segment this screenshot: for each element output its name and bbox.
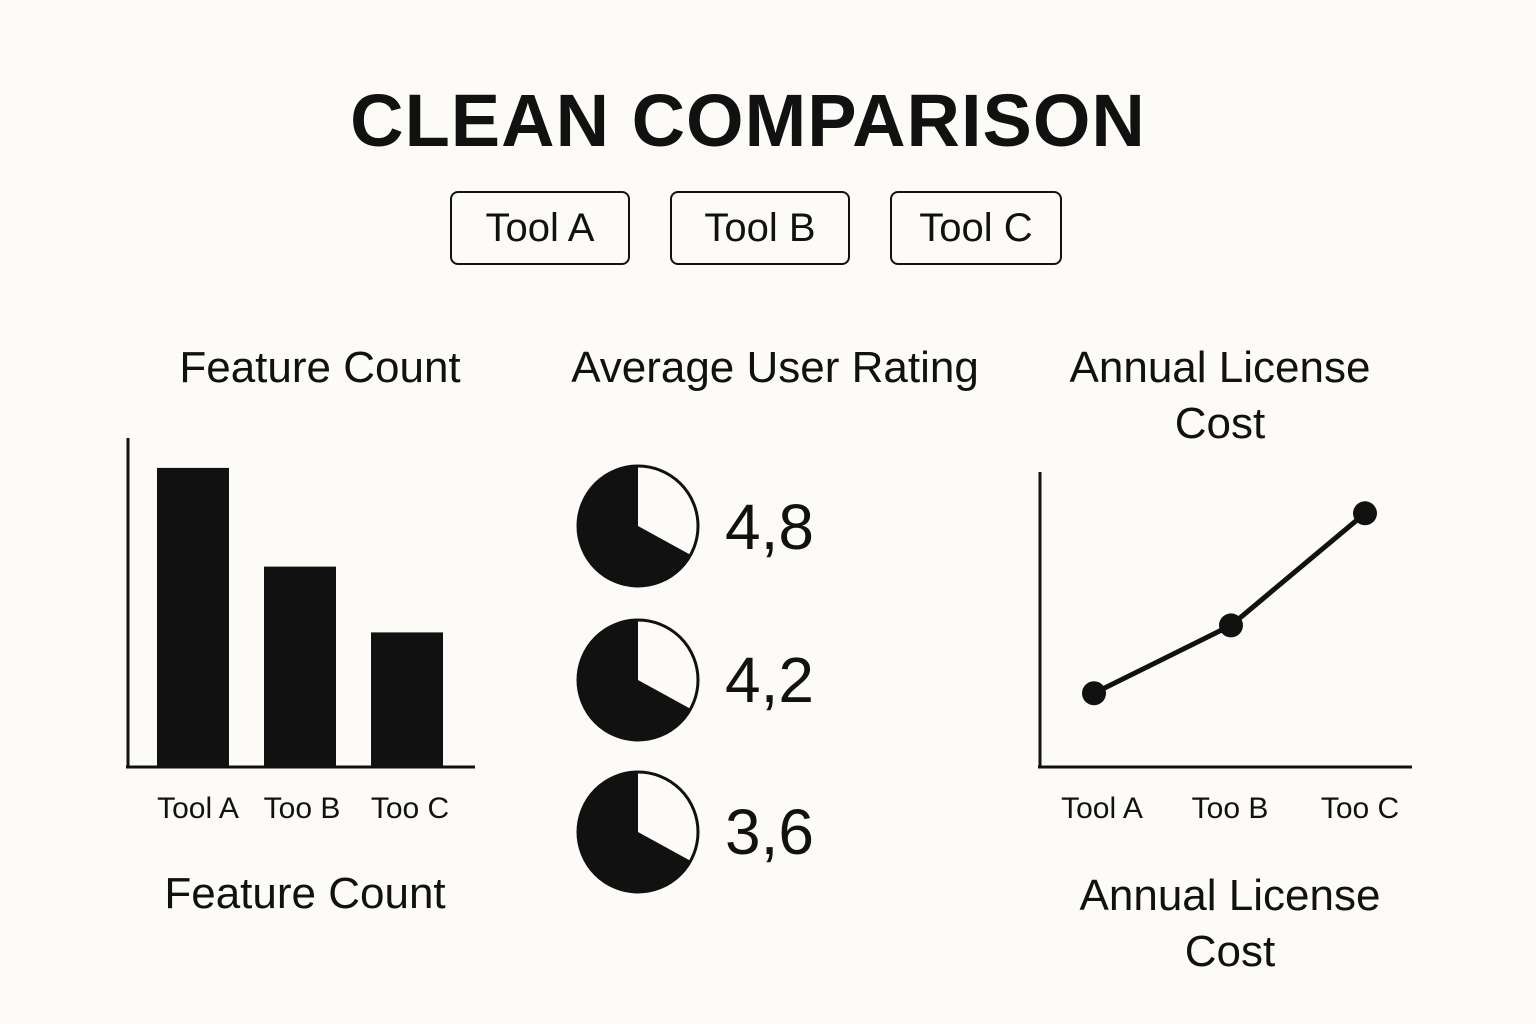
feature-count-bar (264, 566, 336, 767)
feature-count-bar (157, 467, 229, 767)
line-tick-label: Too C (1321, 792, 1399, 825)
bar-tick-label: Too B (264, 792, 341, 825)
rating-pie-slice (578, 620, 691, 741)
tool-c-button[interactable]: Tool C (890, 191, 1062, 265)
annual-license-cost-caption: Annual License Cost (1079, 871, 1381, 976)
rating-value-label: 3,6 (725, 796, 814, 868)
feature-count-caption: Feature Count (164, 869, 446, 918)
license-cost-point (1353, 501, 1377, 526)
feature-count-chart: Tool A Too B Too C (126, 438, 475, 825)
rating-value-label: 4,2 (725, 644, 814, 716)
average-user-rating-title: Average User Rating (571, 343, 979, 392)
feature-count-bar (371, 632, 443, 767)
annual-license-cost-title: Annual License Cost (1069, 343, 1371, 448)
rating-pie-slice (578, 466, 691, 586)
page-title: CLEAN COMPARISON (350, 79, 1146, 162)
tool-a-button[interactable]: Tool A (450, 191, 630, 265)
bar-tick-label: Tool A (157, 792, 239, 825)
line-tick-label: Tool A (1061, 792, 1143, 825)
user-rating-chart: 4,8 4,2 3,6 (576, 464, 814, 894)
bar-tick-label: Too C (371, 792, 449, 825)
feature-count-title: Feature Count (179, 343, 461, 392)
license-cost-line (1092, 511, 1367, 696)
tool-b-button[interactable]: Tool B (670, 191, 850, 265)
license-cost-point (1082, 681, 1106, 706)
line-tick-label: Too B (1192, 792, 1269, 825)
license-cost-chart: Tool A Too B Too C (1038, 472, 1412, 825)
rating-value-label: 4,8 (725, 491, 814, 563)
rating-pie-slice (578, 772, 691, 893)
license-cost-point (1219, 613, 1243, 638)
